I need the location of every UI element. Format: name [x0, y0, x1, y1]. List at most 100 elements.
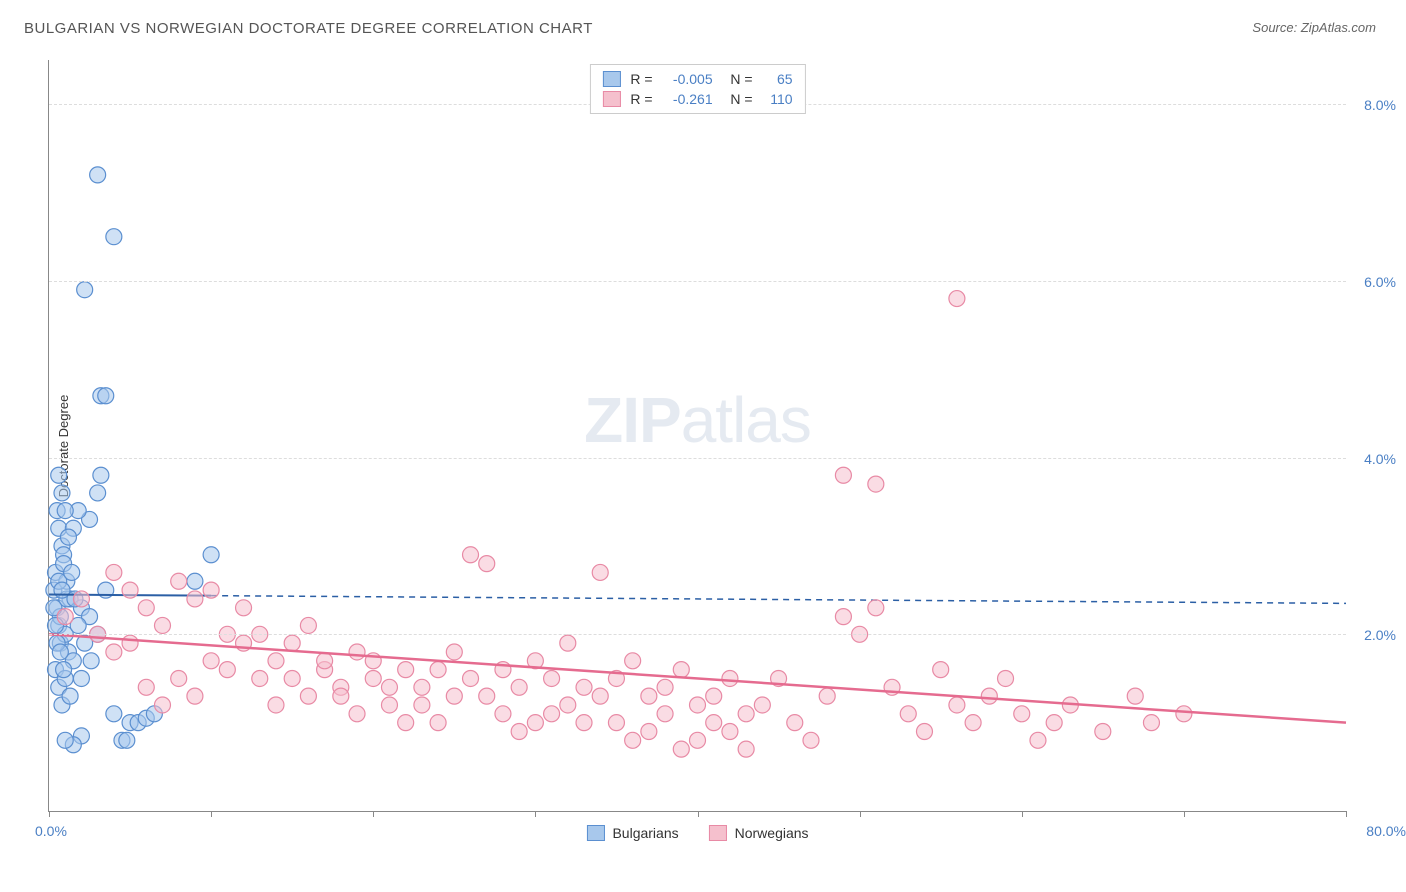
- scatter-point: [981, 688, 997, 704]
- scatter-point: [349, 644, 365, 660]
- legend-r-value: -0.005: [663, 71, 713, 87]
- scatter-point: [219, 662, 235, 678]
- scatter-point: [592, 688, 608, 704]
- scatter-point: [625, 653, 641, 669]
- scatter-point: [57, 503, 73, 519]
- scatter-point: [171, 573, 187, 589]
- scatter-point: [171, 670, 187, 686]
- x-axis-min-label: 0.0%: [35, 823, 67, 839]
- scatter-point: [446, 688, 462, 704]
- x-tick: [698, 811, 699, 817]
- scatter-point: [657, 679, 673, 695]
- source-label: Source:: [1252, 20, 1297, 35]
- scatter-point: [381, 697, 397, 713]
- y-tick-label: 2.0%: [1364, 627, 1396, 643]
- scatter-point: [414, 679, 430, 695]
- scatter-point: [479, 556, 495, 572]
- scatter-point: [1143, 715, 1159, 731]
- chart-plot-area: ZIPatlas R =-0.005 N =65R =-0.261 N =110…: [48, 60, 1346, 812]
- scatter-point: [916, 723, 932, 739]
- chart-title: BULGARIAN VS NORWEGIAN DOCTORATE DEGREE …: [24, 20, 593, 37]
- scatter-point: [868, 476, 884, 492]
- legend-n-label: N =: [723, 71, 753, 87]
- scatter-point: [154, 617, 170, 633]
- scatter-point: [673, 741, 689, 757]
- scatter-point: [430, 662, 446, 678]
- scatter-point: [463, 547, 479, 563]
- scatter-point: [333, 688, 349, 704]
- scatter-point: [690, 732, 706, 748]
- scatter-point: [349, 706, 365, 722]
- legend-n-value: 110: [763, 91, 793, 107]
- x-tick: [1346, 811, 1347, 817]
- scatter-point: [83, 653, 99, 669]
- scatter-point: [119, 732, 135, 748]
- scatter-point: [106, 644, 122, 660]
- legend-stat-row: R =-0.005 N =65: [602, 69, 792, 89]
- scatter-point: [52, 644, 68, 660]
- legend-series-box: Bulgarians Norwegians: [586, 825, 808, 841]
- x-tick: [211, 811, 212, 817]
- scatter-point: [187, 688, 203, 704]
- scatter-point: [1176, 706, 1192, 722]
- scatter-point: [203, 653, 219, 669]
- scatter-point: [1030, 732, 1046, 748]
- scatter-point: [365, 670, 381, 686]
- legend-stats-box: R =-0.005 N =65R =-0.261 N =110: [589, 64, 805, 114]
- x-tick: [1184, 811, 1185, 817]
- legend-series-label: Norwegians: [735, 825, 809, 841]
- scatter-point: [90, 167, 106, 183]
- legend-r-value: -0.261: [663, 91, 713, 107]
- scatter-point: [1046, 715, 1062, 731]
- scatter-point: [949, 291, 965, 307]
- scatter-point: [673, 662, 689, 678]
- legend-series-item: Norwegians: [709, 825, 809, 841]
- legend-stat-row: R =-0.261 N =110: [602, 89, 792, 109]
- scatter-point: [738, 741, 754, 757]
- legend-swatch: [709, 825, 727, 841]
- scatter-point: [73, 591, 89, 607]
- scatter-point: [203, 582, 219, 598]
- scatter-point: [51, 467, 67, 483]
- scatter-point: [835, 609, 851, 625]
- scatter-point: [641, 688, 657, 704]
- gridline-h: 4.0%: [49, 458, 1346, 459]
- scatter-point: [381, 679, 397, 695]
- scatter-point: [1095, 723, 1111, 739]
- scatter-point: [122, 635, 138, 651]
- scatter-point: [511, 679, 527, 695]
- y-tick-label: 4.0%: [1364, 451, 1396, 467]
- scatter-point: [73, 670, 89, 686]
- gridline-h: 6.0%: [49, 281, 1346, 282]
- scatter-point: [722, 670, 738, 686]
- scatter-point: [657, 706, 673, 722]
- trendline-dashed: [211, 596, 1346, 604]
- scatter-point: [803, 732, 819, 748]
- scatter-point: [738, 706, 754, 722]
- scatter-point: [64, 564, 80, 580]
- scatter-point: [625, 732, 641, 748]
- x-tick: [1022, 811, 1023, 817]
- scatter-point: [544, 706, 560, 722]
- scatter-point: [527, 715, 543, 731]
- scatter-point: [138, 679, 154, 695]
- scatter-point: [819, 688, 835, 704]
- scatter-point: [900, 706, 916, 722]
- scatter-point: [93, 467, 109, 483]
- source-attribution: Source: ZipAtlas.com: [1252, 20, 1376, 35]
- scatter-point: [106, 706, 122, 722]
- gridline-h: 2.0%: [49, 634, 1346, 635]
- scatter-point: [317, 653, 333, 669]
- scatter-point: [187, 573, 203, 589]
- scatter-point: [60, 529, 76, 545]
- scatter-point: [965, 715, 981, 731]
- scatter-point: [106, 229, 122, 245]
- scatter-point: [398, 662, 414, 678]
- scatter-point: [835, 467, 851, 483]
- scatter-point: [236, 600, 252, 616]
- legend-series-item: Bulgarians: [586, 825, 678, 841]
- scatter-svg-layer: [49, 60, 1346, 811]
- legend-swatch: [602, 71, 620, 87]
- scatter-point: [398, 715, 414, 731]
- scatter-point: [446, 644, 462, 660]
